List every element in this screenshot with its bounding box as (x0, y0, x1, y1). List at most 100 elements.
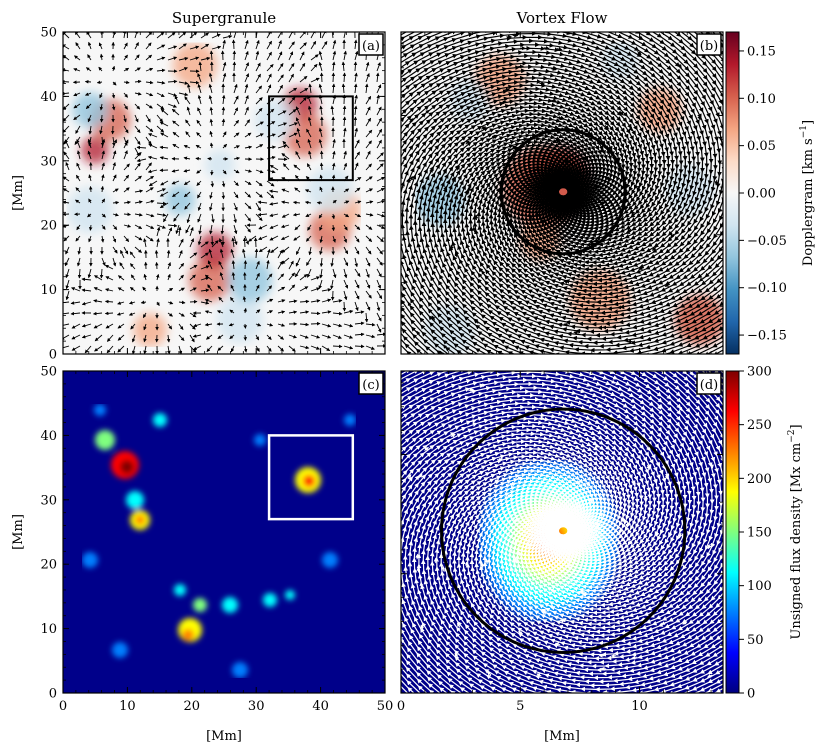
velocity-arrow (196, 132, 202, 138)
velocity-arrow (143, 323, 147, 331)
velocity-arrow (128, 300, 136, 305)
panel-d-tag-text: (d) (700, 378, 718, 393)
stream-arrow (656, 462, 661, 468)
velocity-arrow (310, 276, 321, 281)
stream-arrow (484, 558, 489, 565)
stream-arrow (555, 215, 561, 220)
velocity-arrow (376, 290, 383, 300)
velocity-arrow (221, 94, 226, 105)
velocity-arrow (244, 119, 251, 127)
velocity-arrow (112, 174, 117, 182)
velocity-arrow (167, 92, 178, 97)
velocity-arrow (277, 345, 284, 352)
velocity-arrow (255, 323, 262, 327)
stream-arrow (518, 631, 523, 635)
velocity-arrow (343, 150, 347, 160)
stream-arrow (555, 138, 561, 143)
velocity-arrow (354, 50, 359, 61)
velocity-arrow (277, 110, 287, 116)
velocity-arrow (123, 246, 129, 255)
velocity-arrow (376, 257, 383, 266)
velocity-arrow (65, 246, 70, 255)
velocity-arrow (365, 334, 376, 339)
velocity-arrow (123, 235, 130, 242)
velocity-arrow (354, 187, 361, 193)
x-tick-label: 10 (631, 699, 648, 714)
velocity-arrow (341, 83, 346, 94)
stream-arrow (398, 179, 400, 184)
velocity-arrow (167, 288, 174, 292)
velocity-arrow (304, 200, 312, 205)
velocity-arrow (295, 151, 301, 160)
stream-arrow (534, 536, 539, 543)
velocity-arrow (254, 248, 259, 259)
velocity-arrow (112, 162, 116, 171)
stream-arrow (555, 517, 562, 522)
velocity-arrow (123, 103, 128, 110)
stream-arrow (494, 720, 498, 723)
velocity-arrow (112, 257, 117, 267)
velocity-arrow (332, 334, 342, 339)
velocity-arrow (288, 41, 295, 50)
panel-b-tag: (b) (696, 33, 722, 56)
panel-d-vortex-circle (440, 407, 687, 654)
velocity-arrow (85, 103, 92, 109)
velocity-arrow (87, 213, 92, 218)
panel-a-zoom-box (268, 95, 354, 182)
velocity-arrow (195, 144, 202, 149)
velocity-arrow (266, 259, 270, 270)
stream-arrow (561, 181, 568, 186)
velocity-arrow (277, 32, 283, 39)
flux-concentration (285, 590, 295, 600)
velocity-arrow (98, 66, 103, 72)
velocity-arrow (189, 226, 194, 237)
velocity-arrow (123, 54, 128, 61)
velocity-arrow (248, 235, 257, 242)
velocity-arrow (117, 345, 125, 353)
velocity-arrow (142, 286, 147, 292)
velocity-arrow (63, 176, 70, 182)
velocity-arrow (76, 257, 81, 267)
velocity-arrow (308, 150, 312, 160)
velocity-arrow (365, 72, 370, 83)
velocity-arrow (277, 144, 288, 149)
velocity-arrow (376, 176, 385, 182)
velocity-arrow (354, 235, 360, 243)
velocity-arrow (354, 127, 359, 138)
velocity-arrow (87, 150, 92, 160)
stream-arrow (517, 550, 522, 557)
velocity-arrow (332, 235, 336, 243)
velocity-arrow (76, 150, 81, 160)
stream-arrow (454, 652, 459, 658)
velocity-arrow (331, 162, 336, 171)
x-tick-label: 40 (312, 699, 329, 714)
velocity-arrow (85, 67, 92, 72)
velocity-arrow (99, 53, 104, 61)
velocity-arrow (200, 265, 210, 270)
velocity-arrow (288, 284, 296, 292)
stream-arrow (450, 244, 454, 251)
colorbar-tick-label: 200 (747, 472, 772, 487)
stream-arrow (549, 177, 556, 182)
velocity-arrow (242, 296, 247, 303)
velocity-arrow (269, 164, 279, 171)
velocity-arrow (173, 213, 180, 222)
stream-arrow (573, 200, 578, 205)
velocity-arrow (319, 257, 324, 268)
velocity-arrow (244, 73, 250, 83)
stream-arrow (657, 364, 662, 365)
velocity-arrow (134, 246, 142, 253)
velocity-arrow (376, 128, 383, 138)
velocity-arrow (134, 67, 141, 72)
velocity-arrow (244, 180, 252, 185)
stream-arrow (592, 697, 597, 698)
velocity-arrow (123, 139, 129, 149)
velocity-arrow (353, 61, 358, 72)
velocity-arrow (376, 246, 383, 255)
velocity-arrow (330, 257, 334, 267)
stream-arrow (576, 524, 581, 530)
stream-arrow (501, 100, 507, 105)
velocity-arrow (299, 299, 310, 304)
velocity-arrow (171, 108, 180, 116)
stream-arrow (598, 495, 603, 501)
